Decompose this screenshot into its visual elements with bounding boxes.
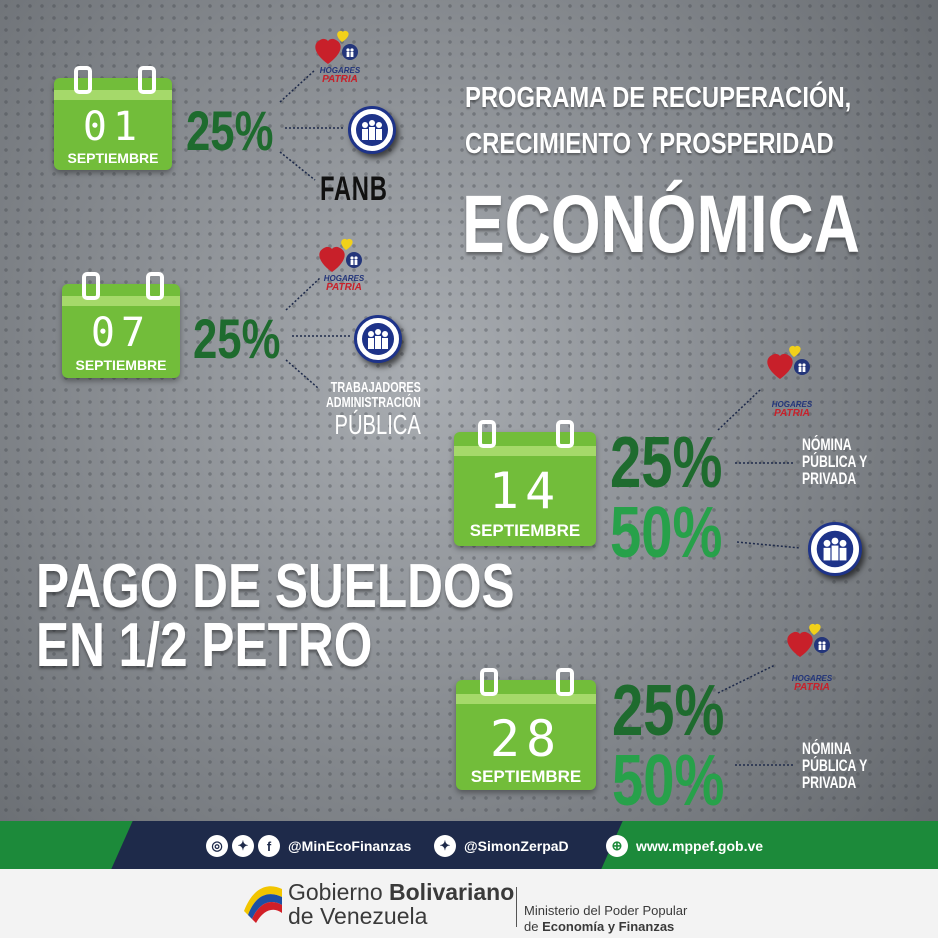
divider: [516, 887, 517, 927]
social-handle: @SimonZerpaD: [464, 838, 569, 854]
workers-badge-icon: [354, 315, 402, 363]
globe-icon: ⊕: [606, 835, 628, 857]
label-nomina: NÓMINA PÚBLICA Y PRIVADA: [802, 436, 867, 487]
label-line: PÚBLICA: [334, 409, 421, 440]
hogares-patria-logo: HOGARES PATRIA: [308, 30, 372, 96]
logo-text-hogares: HOGARES: [771, 400, 813, 409]
label-line: TRABAJADORES: [330, 379, 421, 396]
ministry-line-1: Ministerio del Poder Popular: [524, 903, 688, 918]
calendar-day: 28: [489, 710, 563, 768]
calendar-07: 07 SEPTIEMBRE: [62, 272, 180, 378]
logo-text-patria: PATRIA: [774, 408, 810, 419]
logo-text-hogares: HOGARES: [323, 274, 365, 283]
calendar-day: 01: [82, 104, 144, 150]
logo-text-hogares: HOGARES: [791, 674, 833, 683]
social-handle: @MinEcoFinanzas: [288, 838, 412, 854]
ministry-text: de: [524, 919, 543, 934]
label-line: NÓMINA: [802, 435, 852, 454]
heart-icon: [315, 30, 358, 64]
percent-25: 25%: [193, 307, 281, 370]
title-line-2: CRECIMIENTO Y PROSPERIDAD: [465, 128, 834, 160]
heart-icon: [767, 345, 810, 379]
twitter-icon: ✦: [232, 835, 254, 857]
label-line: PRIVADA: [802, 773, 857, 792]
calendar-month: SEPTIEMBRE: [469, 521, 581, 540]
social-account-simonzerpad[interactable]: ✦ @SimonZerpaD: [434, 833, 569, 859]
percent-50: 50%: [610, 493, 723, 573]
label-line: PRIVADA: [802, 469, 857, 488]
headline-line-1: PAGO DE SUELDOS: [36, 552, 515, 621]
facebook-icon: f: [258, 835, 280, 857]
calendar-month: SEPTIEMBRE: [470, 767, 582, 786]
website-link[interactable]: ⊕ www.mppef.gob.ve: [606, 833, 763, 859]
workers-badge-icon: [808, 522, 862, 576]
government-footer: Gobierno Bolivariano de Venezuela Minist…: [0, 869, 938, 938]
calendar-day: 14: [488, 462, 562, 520]
twitter-icon: ✦: [434, 835, 456, 857]
label-line: ADMINISTRACIÓN: [326, 394, 421, 411]
heart-icon: [787, 623, 830, 657]
heart-icon: [319, 238, 362, 272]
percent-25: 25%: [610, 423, 723, 503]
calendar-month: SEPTIEMBRE: [75, 357, 167, 373]
hogares-patria-logo: HOGARES PATRIA: [312, 238, 376, 304]
percent-50: 50%: [612, 741, 725, 821]
gov-text: Gobierno: [288, 879, 390, 905]
instagram-icon: ◎: [206, 835, 228, 857]
logo-text-patria: PATRIA: [322, 74, 358, 85]
venezuela-flag-icon: [244, 886, 282, 923]
calendar-28: 28 SEPTIEMBRE: [456, 668, 596, 790]
title-line-3: ECONÓMICA: [462, 179, 860, 270]
calendar-14: 14 SEPTIEMBRE: [454, 420, 596, 546]
label-line: PÚBLICA Y: [802, 756, 868, 775]
website-url: www.mppef.gob.ve: [636, 838, 764, 854]
logo-text-patria: PATRIA: [794, 682, 830, 693]
calendar-month: SEPTIEMBRE: [67, 150, 159, 166]
label-trabajadores: TRABAJADORES ADMINISTRACIÓN PÚBLICA: [326, 380, 421, 440]
title-line-1: PROGRAMA DE RECUPERACIÓN,: [465, 82, 852, 114]
label-nomina: NÓMINA PÚBLICA Y PRIVADA: [802, 740, 867, 791]
gov-text-bold: Bolivariano: [389, 879, 515, 905]
calendar-01: 01 SEPTIEMBRE: [54, 66, 172, 170]
percent-25: 25%: [186, 99, 274, 162]
workers-badge-icon: [348, 106, 396, 154]
hogares-patria-logo: HOGARES PATRIA: [780, 618, 844, 693]
label-line: NÓMINA: [802, 739, 852, 758]
headline-line-2: EN 1/2 PETRO: [36, 611, 373, 680]
hogares-patria-logo: HOGARES PATRIA: [760, 340, 824, 419]
calendar-day: 07: [90, 310, 152, 356]
ministry-text-bold: Economía y Finanzas: [542, 919, 675, 934]
government-line-2: de Venezuela: [288, 903, 428, 929]
logo-text-hogares: HOGARES: [319, 66, 361, 75]
ministry-line-2: de Economía y Finanzas: [524, 919, 674, 934]
government-line-1: Gobierno Bolivariano: [288, 879, 514, 906]
logo-text-patria: PATRIA: [326, 282, 362, 293]
label-fanb: FANB: [320, 170, 388, 208]
label-line: PÚBLICA Y: [802, 452, 868, 471]
percent-25: 25%: [612, 671, 725, 751]
social-account-minecofinanzas[interactable]: ◎ ✦ f @MinEcoFinanzas: [206, 833, 411, 859]
